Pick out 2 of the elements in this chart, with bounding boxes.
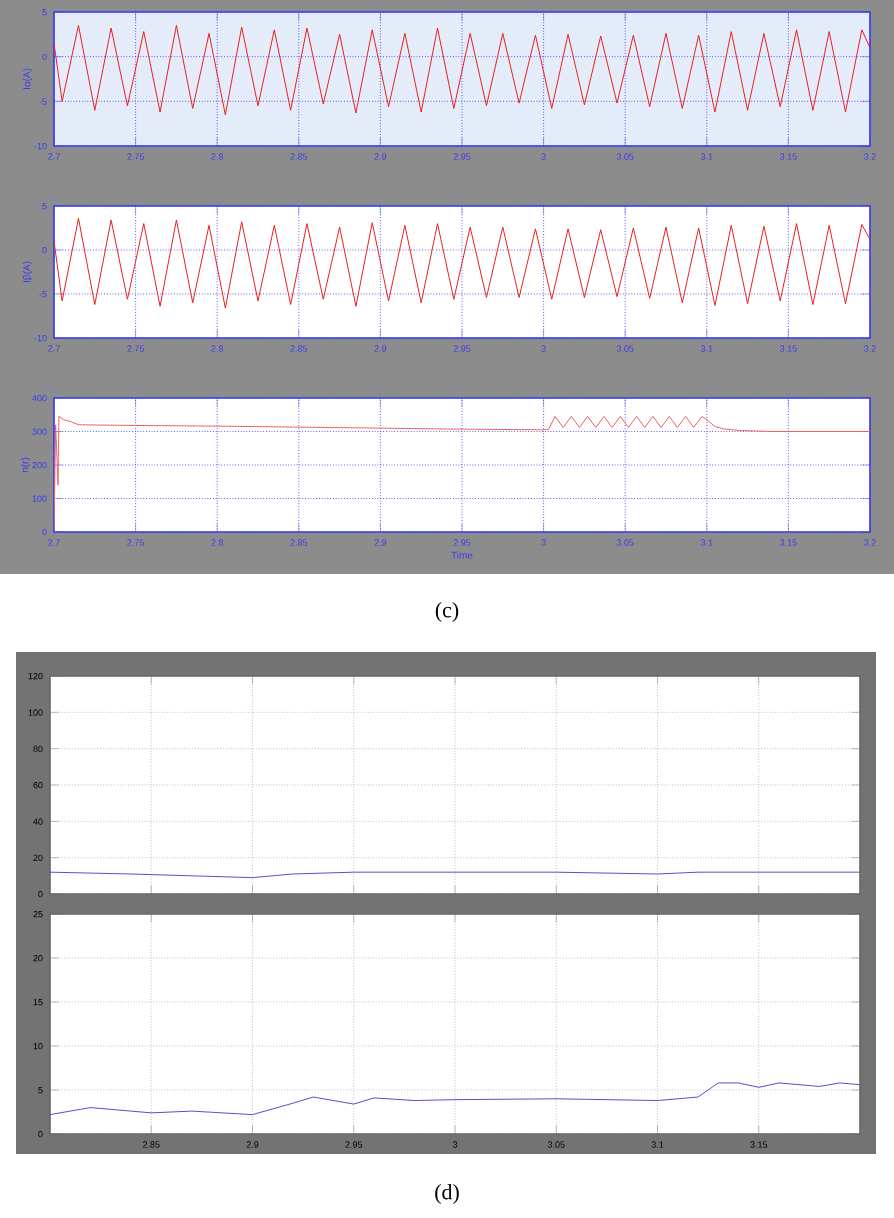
text: (c): [435, 602, 459, 622]
text: (d): [435, 1184, 459, 1204]
